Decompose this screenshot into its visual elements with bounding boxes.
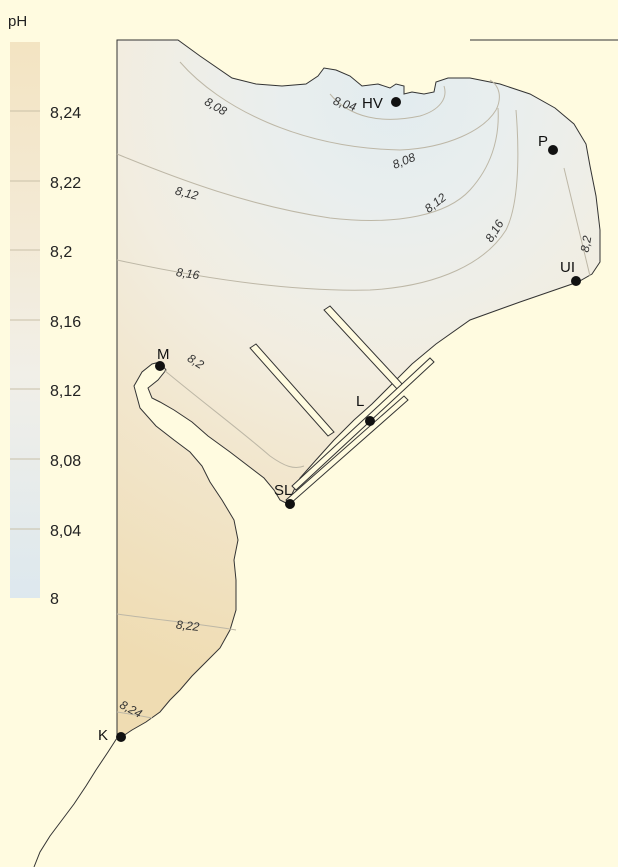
- legend-tick-label: 8,24: [50, 105, 81, 122]
- piers: [249, 305, 435, 505]
- station-label: SL: [274, 482, 292, 499]
- stations: HV P UI M L SL K: [98, 95, 581, 744]
- legend-tick-label: 8,12: [50, 383, 81, 400]
- legend-tick-label: 8,16: [50, 314, 81, 331]
- coastline: [33, 737, 118, 867]
- station-label: UI: [560, 259, 575, 276]
- station-k[interactable]: K: [98, 727, 126, 744]
- station-sl[interactable]: SL: [274, 482, 295, 509]
- legend-ticks: [10, 110, 40, 530]
- station-ui[interactable]: UI: [560, 259, 581, 286]
- contour-label: 8,2: [578, 234, 595, 253]
- legend-tick-label: 8,08: [50, 453, 81, 470]
- contour-lines: [116, 61, 591, 719]
- station-l[interactable]: L: [356, 393, 375, 426]
- station-label: L: [356, 393, 364, 410]
- station-label: HV: [362, 95, 383, 112]
- station-p[interactable]: P: [538, 133, 558, 155]
- legend-tick-label: 8,2: [50, 244, 72, 261]
- station-label: M: [157, 346, 170, 363]
- station-hv[interactable]: HV: [362, 95, 401, 112]
- station-label: P: [538, 133, 548, 150]
- contour-label: 8,16: [175, 265, 200, 282]
- contour-label: 8,22: [175, 618, 200, 634]
- legend-tick-label: 8,04: [50, 523, 81, 540]
- legend-tick-label: 8,22: [50, 175, 81, 192]
- contour-label: 8,04: [331, 94, 358, 115]
- water-body: [116, 39, 601, 739]
- legend: pH 8,24 8,22 8,2 8,16 8,12 8,08 8,04 8: [8, 13, 81, 608]
- legend-tick-label: 8: [50, 591, 59, 608]
- legend-title: pH: [8, 13, 27, 30]
- contour-label: 8,12: [174, 184, 200, 203]
- station-label: K: [98, 727, 108, 744]
- station-m[interactable]: M: [155, 346, 170, 371]
